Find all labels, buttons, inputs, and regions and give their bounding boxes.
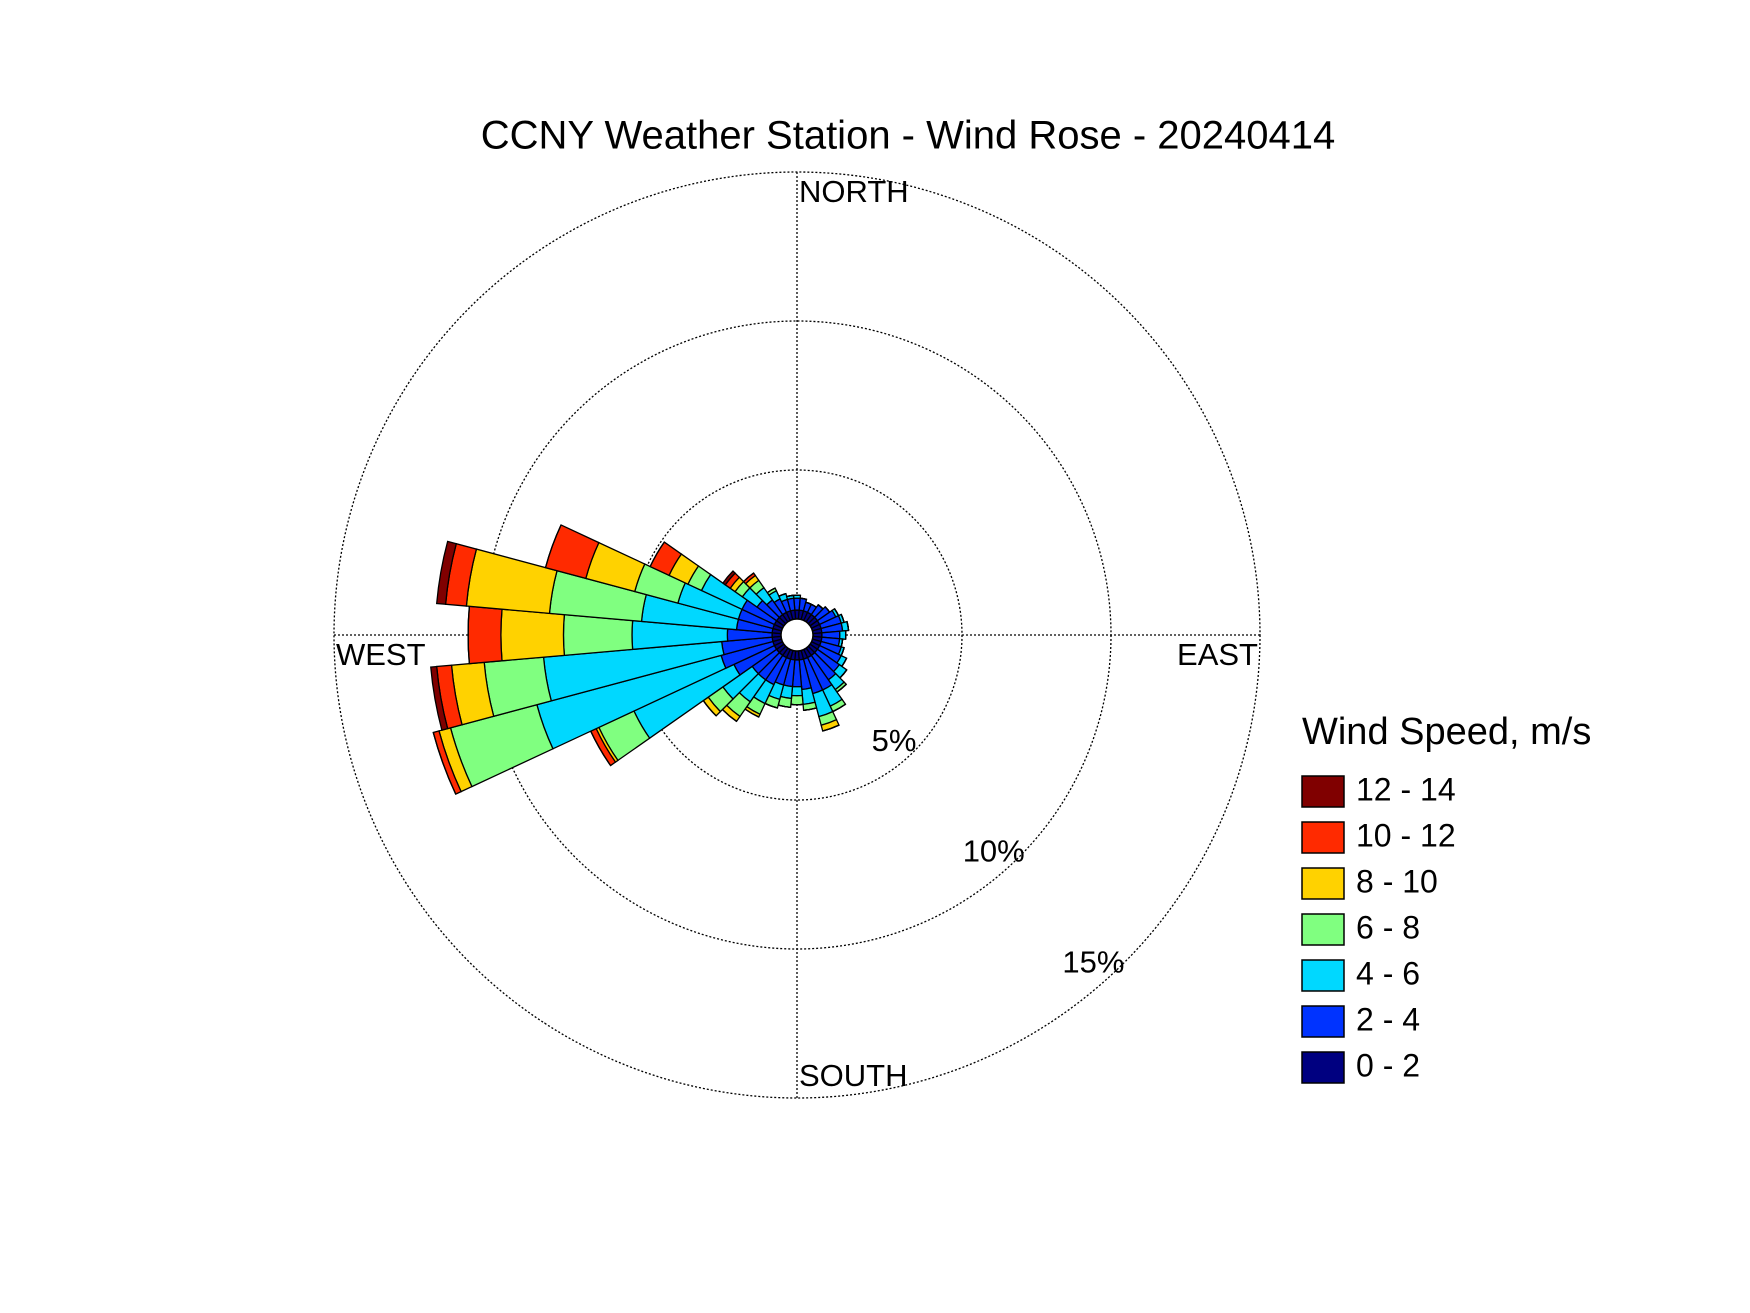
legend-swatch	[1301, 1005, 1345, 1038]
legend-label: 6 - 8	[1356, 909, 1420, 945]
wind-segment	[467, 605, 503, 665]
legend-label: 4 - 6	[1356, 955, 1420, 991]
ring-label: 10%	[963, 834, 1025, 869]
wind-segment	[778, 593, 787, 597]
wind-segment	[435, 540, 458, 605]
wind-segment	[500, 608, 566, 662]
legend-label: 0 - 2	[1356, 1047, 1420, 1083]
legend-label: 8 - 10	[1356, 863, 1438, 899]
legend-label: 10 - 12	[1356, 817, 1456, 853]
direction-label: NORTH	[799, 174, 909, 209]
legend-swatch	[1301, 913, 1345, 946]
wind-segment	[766, 587, 776, 594]
grid-ring	[333, 171, 1261, 1099]
grid-ring	[631, 469, 963, 801]
wind-segment	[803, 707, 817, 711]
wind-segment	[800, 597, 807, 601]
wind-segment	[838, 630, 847, 640]
legend-swatch	[1301, 867, 1345, 900]
legend-label: 2 - 4	[1356, 1001, 1420, 1037]
legend-title: Wind Speed, m/s	[1302, 711, 1591, 753]
chart-title: CCNY Weather Station - Wind Rose - 20240…	[481, 114, 1336, 158]
legend-swatch	[1301, 821, 1345, 854]
direction-label: SOUTH	[799, 1058, 908, 1093]
wind-segment	[790, 694, 804, 706]
center-hole	[780, 618, 814, 652]
wind-segment	[562, 613, 634, 657]
wind-segment	[721, 570, 737, 586]
legend-swatch	[1301, 959, 1345, 992]
grid-ring	[482, 320, 1112, 950]
direction-label: EAST	[1177, 637, 1258, 672]
direction-label: WEST	[336, 637, 426, 672]
legend-swatch	[1301, 1051, 1345, 1084]
legend-label: 12 - 14	[1356, 771, 1456, 807]
wind-segment	[791, 685, 803, 697]
ring-label: 15%	[1062, 944, 1124, 979]
legend-swatch	[1301, 775, 1345, 808]
ring-label: 5%	[872, 723, 917, 758]
wind-segment	[430, 665, 449, 731]
wind-segment	[432, 732, 457, 795]
